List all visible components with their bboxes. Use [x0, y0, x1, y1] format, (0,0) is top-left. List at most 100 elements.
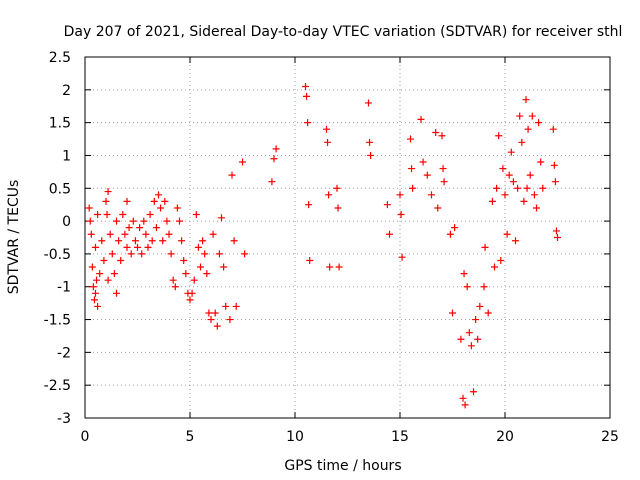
data-point	[146, 211, 154, 219]
data-point	[108, 250, 116, 258]
data-point	[463, 283, 471, 291]
data-point	[165, 230, 173, 238]
data-point	[163, 217, 171, 225]
data-point	[123, 243, 131, 251]
data-point	[138, 250, 146, 258]
y-tick-label: -3	[57, 411, 71, 427]
data-point	[201, 250, 209, 258]
data-point	[303, 92, 311, 100]
data-point	[499, 165, 507, 173]
data-point	[324, 138, 332, 146]
data-point	[476, 302, 484, 310]
data-point	[96, 270, 104, 278]
data-point	[182, 270, 190, 278]
data-point	[199, 237, 207, 245]
data-point	[472, 316, 480, 324]
data-point	[205, 309, 213, 317]
x-tick-label: 20	[496, 429, 514, 445]
data-point	[304, 119, 312, 127]
data-point	[398, 253, 406, 261]
data-point	[457, 335, 465, 343]
data-point	[505, 171, 513, 179]
data-point	[539, 184, 547, 192]
data-point	[493, 184, 501, 192]
data-point	[218, 214, 225, 222]
data-point	[440, 178, 448, 186]
data-point	[365, 99, 372, 107]
data-point	[86, 217, 94, 225]
data-point	[302, 83, 309, 91]
data-point	[537, 158, 545, 166]
data-point	[140, 217, 148, 225]
data-point	[121, 230, 129, 238]
data-point	[106, 230, 114, 238]
data-point	[85, 204, 93, 212]
data-point	[167, 250, 175, 258]
x-tick-label: 5	[186, 429, 195, 445]
data-point	[161, 197, 169, 205]
data-point	[520, 197, 528, 205]
data-point	[386, 230, 393, 238]
data-point	[226, 316, 234, 324]
data-point	[335, 263, 343, 271]
data-point	[530, 191, 538, 199]
data-point	[438, 132, 446, 140]
data-point	[232, 302, 240, 310]
data-point	[480, 283, 488, 291]
data-point	[129, 217, 137, 225]
data-point	[305, 201, 313, 209]
data-point	[215, 250, 223, 258]
data-point	[93, 276, 101, 284]
data-point	[552, 227, 560, 235]
data-point	[92, 289, 99, 297]
x-axis-label: GPS time / hours	[284, 458, 401, 474]
data-point	[194, 243, 202, 251]
data-point	[419, 158, 427, 166]
data-point	[110, 270, 118, 278]
data-point	[439, 165, 447, 173]
data-point	[467, 342, 475, 350]
y-tick-label: 0.5	[49, 181, 71, 197]
data-point	[334, 204, 342, 212]
data-point	[325, 191, 333, 199]
data-point	[115, 237, 123, 245]
y-tick-label: -0.5	[44, 247, 71, 263]
data-point	[409, 184, 417, 192]
chart-title: Day 207 of 2021, Sidereal Day-to-day VTE…	[64, 24, 623, 40]
data-point	[509, 178, 517, 186]
data-point	[481, 243, 489, 251]
data-point	[220, 263, 228, 271]
data-point	[518, 138, 526, 146]
data-point	[333, 184, 341, 192]
data-point	[497, 256, 505, 264]
y-axis: -3 -2.5 -2 -1.5 -1 -0.5 0 0.5 1 1.5 2 2.5	[44, 50, 610, 427]
data-point	[197, 263, 204, 271]
data-point	[522, 96, 530, 104]
y-tick-label: 2.5	[49, 50, 71, 66]
data-point	[209, 230, 217, 238]
data-point	[407, 135, 414, 143]
data-point	[535, 119, 543, 127]
data-point	[186, 296, 194, 304]
data-point	[428, 191, 435, 199]
data-point	[449, 309, 456, 317]
data-point	[171, 283, 179, 291]
data-point	[474, 335, 482, 343]
data-point	[87, 230, 95, 238]
data-point	[104, 188, 112, 196]
data-point	[397, 211, 405, 219]
data-point	[423, 171, 431, 179]
data-point	[459, 394, 467, 402]
data-point	[470, 388, 477, 396]
data-point	[134, 243, 141, 251]
data-point	[180, 256, 188, 264]
data-point	[94, 302, 102, 310]
x-tick-label: 10	[286, 429, 304, 445]
data-point	[169, 276, 177, 284]
x-tick-label: 15	[391, 429, 409, 445]
data-point	[136, 224, 144, 232]
data-point	[501, 191, 509, 199]
data-point	[148, 237, 156, 245]
data-point	[417, 115, 425, 123]
data-point	[157, 204, 165, 212]
